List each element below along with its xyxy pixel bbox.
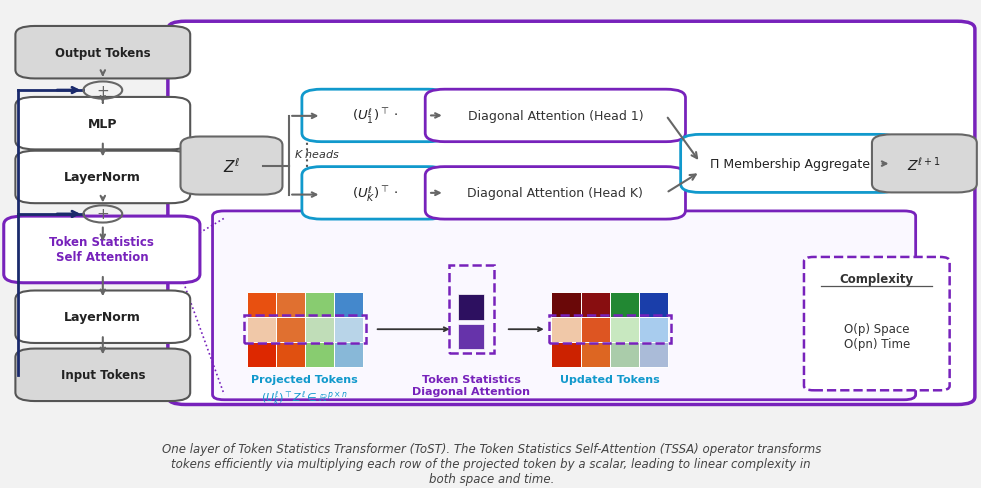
Bar <box>639 342 668 367</box>
Text: Input Tokens: Input Tokens <box>61 368 145 382</box>
Bar <box>610 317 639 342</box>
Text: +: + <box>96 207 109 222</box>
Bar <box>305 342 334 367</box>
Bar <box>334 292 363 317</box>
Text: LayerNorm: LayerNorm <box>65 171 141 184</box>
Bar <box>610 342 639 367</box>
FancyBboxPatch shape <box>16 151 190 204</box>
Bar <box>305 292 334 317</box>
FancyBboxPatch shape <box>302 167 447 220</box>
Text: Diagonal Attention (Head K): Diagonal Attention (Head K) <box>467 187 644 200</box>
FancyBboxPatch shape <box>16 291 190 343</box>
Text: $(U_K^{\ell})^{\top}\cdot$: $(U_K^{\ell})^{\top}\cdot$ <box>352 184 397 203</box>
FancyBboxPatch shape <box>4 217 200 283</box>
Text: $Z^{\ell}$: $Z^{\ell}$ <box>223 157 240 176</box>
FancyBboxPatch shape <box>16 27 190 79</box>
FancyBboxPatch shape <box>872 135 977 193</box>
Bar <box>639 317 668 342</box>
Bar <box>581 292 610 317</box>
Bar <box>276 292 305 317</box>
Text: O(p) Space
O(pn) Time: O(p) Space O(pn) Time <box>844 323 910 350</box>
FancyBboxPatch shape <box>213 211 915 400</box>
FancyBboxPatch shape <box>16 349 190 401</box>
Text: Token Statistics
Diagonal Attention: Token Statistics Diagonal Attention <box>412 375 531 396</box>
FancyBboxPatch shape <box>16 98 190 150</box>
Text: $Z^{\ell+1}$: $Z^{\ell+1}$ <box>907 155 942 173</box>
Bar <box>551 342 581 367</box>
Bar <box>639 292 668 317</box>
Bar <box>246 292 276 317</box>
Bar <box>276 317 305 342</box>
Bar <box>458 295 485 321</box>
Bar <box>548 316 671 343</box>
Bar <box>334 317 363 342</box>
Bar <box>581 317 610 342</box>
FancyBboxPatch shape <box>681 135 900 193</box>
Bar <box>246 342 276 367</box>
Text: Complexity: Complexity <box>840 272 914 285</box>
Text: $(U_k^\ell)^\top Z^\ell \in \mathbb{R}^{p\times n}$: $(U_k^\ell)^\top Z^\ell \in \mathbb{R}^{… <box>261 388 348 406</box>
Bar <box>448 265 494 353</box>
Text: Updated Tokens: Updated Tokens <box>560 375 659 385</box>
FancyBboxPatch shape <box>181 137 283 195</box>
Text: MLP: MLP <box>88 118 118 130</box>
FancyBboxPatch shape <box>425 90 686 142</box>
Text: $(U_1^{\ell})^{\top}\cdot$: $(U_1^{\ell})^{\top}\cdot$ <box>352 106 397 126</box>
Bar <box>305 317 334 342</box>
Bar <box>243 316 366 343</box>
Bar <box>581 342 610 367</box>
Bar <box>334 342 363 367</box>
Text: Diagonal Attention (Head 1): Diagonal Attention (Head 1) <box>468 110 644 122</box>
Bar <box>246 317 276 342</box>
Text: LayerNorm: LayerNorm <box>65 310 141 324</box>
Bar <box>276 342 305 367</box>
Bar <box>551 317 581 342</box>
FancyBboxPatch shape <box>425 167 686 220</box>
FancyBboxPatch shape <box>302 90 447 142</box>
FancyBboxPatch shape <box>168 22 975 405</box>
Text: Projected Tokens: Projected Tokens <box>251 375 358 385</box>
Bar <box>551 292 581 317</box>
Text: Token Statistics
Self Attention: Token Statistics Self Attention <box>49 236 154 264</box>
FancyBboxPatch shape <box>804 257 950 390</box>
Text: Output Tokens: Output Tokens <box>55 47 151 60</box>
Text: $K$ heads: $K$ heads <box>294 147 340 160</box>
Bar <box>610 292 639 317</box>
Text: One layer of Token Statistics Transformer (ToST). The Token Statistics Self-Atte: One layer of Token Statistics Transforme… <box>162 442 821 485</box>
Text: Π Membership Aggregate: Π Membership Aggregate <box>710 158 870 170</box>
Text: +: + <box>96 83 109 99</box>
Bar <box>458 324 485 350</box>
